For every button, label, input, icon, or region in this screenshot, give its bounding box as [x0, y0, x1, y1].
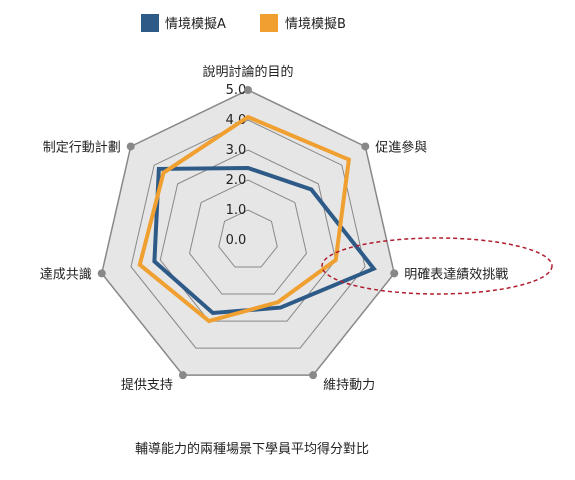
tick-label: 5.0 — [226, 83, 247, 98]
legend-label-b: 情境模擬B — [285, 16, 346, 32]
grid-ring — [188, 179, 308, 295]
axis-label: 促進參與 — [375, 140, 427, 155]
axis-label: 達成共識 — [40, 267, 92, 282]
legend-swatch-b — [260, 14, 278, 32]
axis-end-dot — [309, 371, 318, 380]
grid-ring — [218, 209, 278, 268]
axis-end-dot — [178, 371, 187, 380]
tick-label: 4.0 — [226, 113, 247, 128]
grid-ring — [159, 149, 337, 322]
axis-end-markers — [97, 86, 399, 380]
axis-end-dot — [361, 142, 370, 151]
radial-tick-labels: 0.0 1.0 2.0 3.0 4.0 5.0 — [226, 83, 247, 248]
axis-label: 制定行動計劃 — [43, 139, 121, 155]
axis-label: 說明討論的目的 — [202, 64, 293, 80]
tick-label: 2.0 — [226, 173, 247, 188]
legend: 情境模擬A 情境模擬B — [141, 14, 346, 32]
highlight-ellipse — [321, 237, 553, 295]
legend-label-a: 情境模擬A — [165, 16, 226, 32]
legend-swatch-a — [141, 14, 159, 32]
tick-label: 1.0 — [226, 203, 247, 218]
grid-outer-ring — [100, 89, 396, 376]
axis-end-dot — [97, 269, 106, 278]
tick-label: 0.0 — [226, 233, 247, 248]
axis-label: 維持動力 — [323, 378, 375, 393]
axis-label: 明確表達績效挑戰 — [404, 266, 508, 282]
axis-end-dot — [126, 142, 135, 151]
axis-end-dot — [390, 269, 399, 278]
radar-grid — [100, 89, 396, 376]
axis-label: 提供支持 — [121, 377, 173, 393]
tick-label: 3.0 — [226, 143, 247, 158]
axis-end-dot — [244, 86, 252, 94]
series-lines — [137, 114, 377, 324]
chart-caption: 輔導能力的兩種場景下學員平均得分對比 — [135, 441, 369, 457]
series-line-b — [137, 114, 352, 324]
